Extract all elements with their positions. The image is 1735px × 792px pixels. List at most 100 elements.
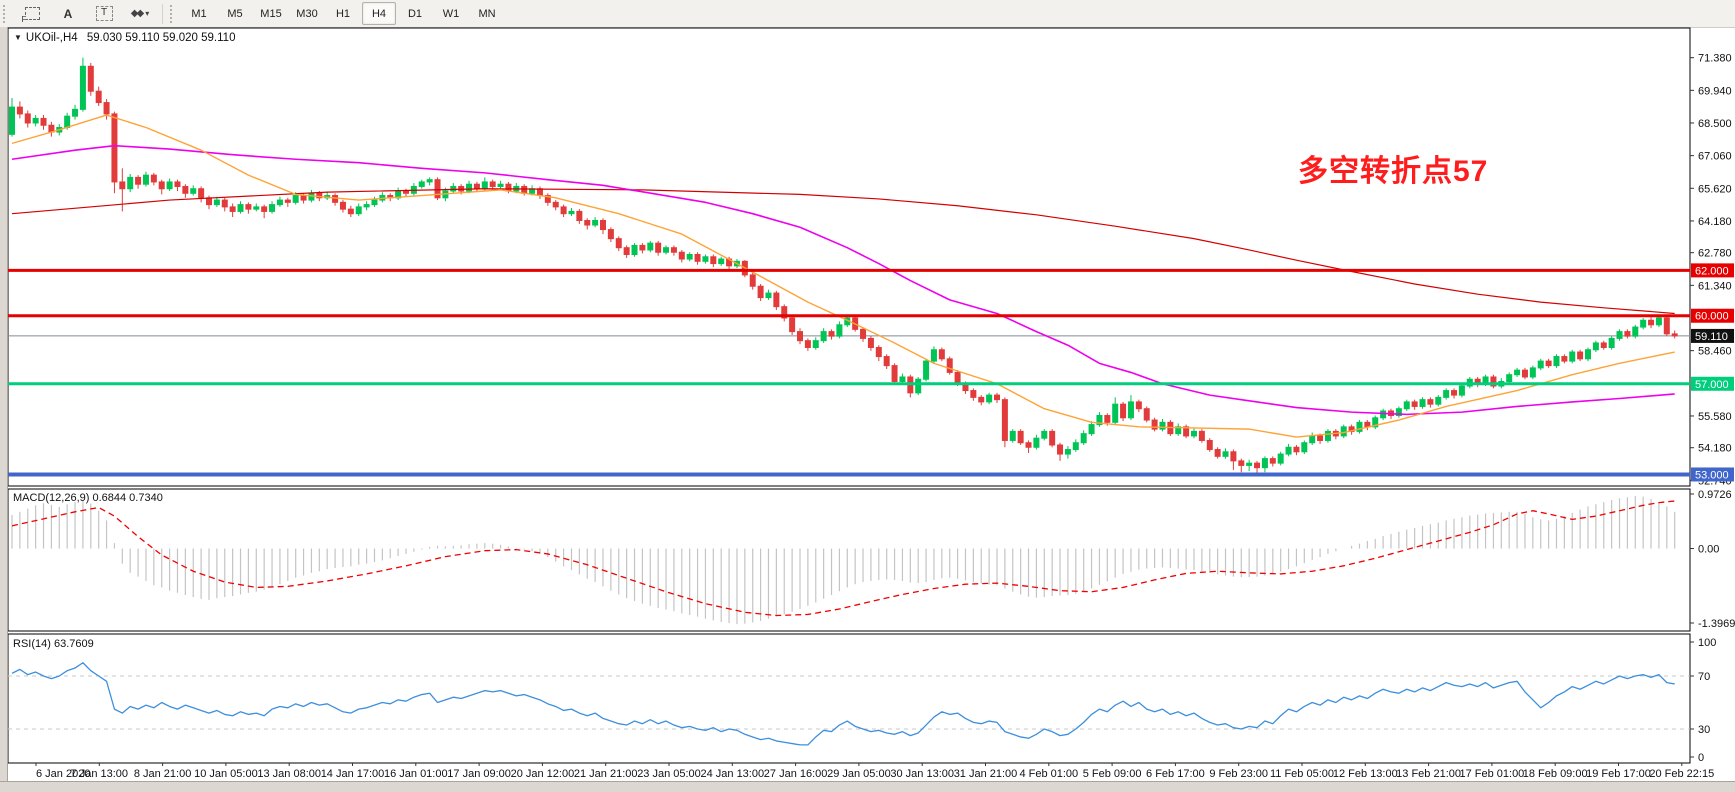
candle-body bbox=[828, 331, 835, 337]
text-a-icon: A bbox=[63, 6, 73, 21]
candle-body bbox=[1293, 446, 1300, 453]
timeframe-button-m5[interactable]: M5 bbox=[227, 7, 243, 20]
toolbar-drag-handle[interactable] bbox=[170, 4, 176, 23]
candle-body bbox=[1427, 399, 1434, 405]
timeframe-button-m30[interactable]: M30 bbox=[296, 7, 318, 20]
candle-body bbox=[1624, 331, 1631, 337]
candle-body bbox=[1419, 399, 1426, 407]
candle-body bbox=[127, 176, 134, 190]
toolbar-separator bbox=[162, 3, 163, 24]
candle-body bbox=[135, 176, 142, 185]
rsi-panel bbox=[7, 633, 1691, 764]
rsi-axis-label: 30 bbox=[1698, 724, 1710, 736]
time-axis-label: 10 Jan 05:00 bbox=[194, 768, 258, 780]
candle-body bbox=[103, 102, 110, 115]
candle-body bbox=[781, 306, 788, 319]
candle-body bbox=[1246, 462, 1253, 466]
text-label-t-icon: T bbox=[95, 6, 113, 21]
candle-body bbox=[820, 331, 827, 342]
candle-body bbox=[9, 106, 15, 135]
candle-body bbox=[1356, 421, 1363, 432]
candle-body bbox=[686, 254, 693, 260]
candle-body bbox=[568, 210, 575, 215]
candle-body bbox=[639, 244, 646, 251]
candle-body bbox=[663, 247, 670, 253]
candle-body bbox=[434, 179, 441, 199]
candle-body bbox=[426, 179, 433, 183]
candle-body bbox=[631, 244, 638, 256]
rsi-axis-label: 70 bbox=[1698, 671, 1710, 683]
candle-body bbox=[1206, 439, 1213, 451]
timeframe-button-h1[interactable]: H1 bbox=[335, 7, 351, 20]
time-axis-label: 16 Jan 01:00 bbox=[384, 768, 448, 780]
candle-body bbox=[1648, 319, 1655, 326]
candle-body bbox=[261, 206, 268, 212]
rsi-axis-label: 100 bbox=[1698, 637, 1716, 649]
time-axis-label: 18 Feb 09:00 bbox=[1523, 768, 1588, 780]
price-tick-label: 58.460 bbox=[1698, 346, 1732, 358]
timeframe-button-mn[interactable]: MN bbox=[478, 7, 496, 20]
time-axis-label: 9 Feb 23:00 bbox=[1209, 768, 1268, 780]
dotted-rect-f-tool-button[interactable]: F bbox=[15, 2, 49, 25]
candle-body bbox=[623, 247, 630, 256]
candle-body bbox=[1135, 401, 1142, 410]
timeframe-button-w1[interactable]: W1 bbox=[442, 7, 460, 20]
candle-body bbox=[899, 376, 906, 382]
text-tool-button[interactable]: A bbox=[51, 2, 85, 25]
macd-panel bbox=[7, 488, 1691, 632]
timeframe-button-m15[interactable]: M15 bbox=[260, 7, 282, 20]
candle-body bbox=[1269, 458, 1276, 464]
time-axis-label: 21 Jan 21:00 bbox=[574, 768, 638, 780]
candle-body bbox=[789, 317, 796, 333]
rsi-line bbox=[11, 662, 1675, 746]
candle-body bbox=[292, 195, 299, 203]
text-label-tool-button[interactable]: T bbox=[87, 2, 121, 25]
candle-body bbox=[1120, 403, 1127, 419]
candle-body bbox=[1017, 430, 1024, 444]
chart-text-annotation[interactable]: 多空转折点57 bbox=[1298, 155, 1489, 188]
timeframe-button-d1[interactable]: D1 bbox=[407, 7, 423, 20]
dropdown-caret-icon[interactable]: ▾ bbox=[145, 9, 150, 18]
candle-body bbox=[332, 195, 339, 203]
candle-body bbox=[883, 356, 890, 367]
timeframe-button-m1[interactable]: M1 bbox=[191, 7, 207, 20]
time-axis-label: 31 Jan 21:00 bbox=[954, 768, 1018, 780]
candle-body bbox=[473, 183, 480, 190]
time-axis-label: 20 Jan 12:00 bbox=[511, 768, 575, 780]
candle-body bbox=[836, 324, 843, 337]
candle-body bbox=[32, 117, 39, 124]
candle-body bbox=[1585, 349, 1591, 360]
main-panel bbox=[7, 27, 1691, 487]
candle-body bbox=[670, 247, 677, 253]
candle-body bbox=[1655, 317, 1662, 326]
candle-body bbox=[1001, 399, 1008, 441]
candle-body bbox=[221, 199, 228, 208]
candle-body bbox=[229, 206, 236, 212]
candle-body bbox=[245, 204, 252, 210]
candle-body bbox=[1529, 367, 1536, 378]
price-tick-label: 64.180 bbox=[1698, 216, 1732, 228]
candle-body bbox=[1545, 360, 1552, 367]
time-axis-label: 23 Jan 05:00 bbox=[637, 768, 701, 780]
symbol-dropdown-icon[interactable]: ▼ bbox=[14, 33, 22, 42]
candle-body bbox=[182, 185, 189, 194]
price-badge bbox=[1691, 376, 1734, 391]
price-tick-label: 69.940 bbox=[1698, 85, 1732, 97]
toolbar-drag-handle[interactable] bbox=[3, 4, 9, 23]
time-axis-label: 4 Feb 01:00 bbox=[1019, 768, 1078, 780]
ohlc-readout: 59.030 59.110 59.020 59.110 bbox=[86, 32, 236, 44]
candle-body bbox=[749, 274, 756, 287]
price-badge bbox=[1691, 263, 1734, 278]
time-axis-label: 12 Feb 13:00 bbox=[1333, 768, 1398, 780]
candle-body bbox=[1191, 430, 1197, 437]
candle-body bbox=[142, 174, 149, 185]
candle-body bbox=[1104, 415, 1111, 423]
time-axis-label: 17 Feb 01:00 bbox=[1459, 768, 1524, 780]
price-tick-label: 65.620 bbox=[1698, 183, 1732, 195]
candle-body bbox=[253, 206, 260, 210]
timeframe-button-h4[interactable]: H4 bbox=[362, 2, 396, 25]
time-axis-label: 13 Feb 21:00 bbox=[1396, 768, 1461, 780]
shapes-tool-button[interactable]: ◆◆ ▾ bbox=[123, 2, 157, 25]
candle-body bbox=[647, 242, 654, 251]
